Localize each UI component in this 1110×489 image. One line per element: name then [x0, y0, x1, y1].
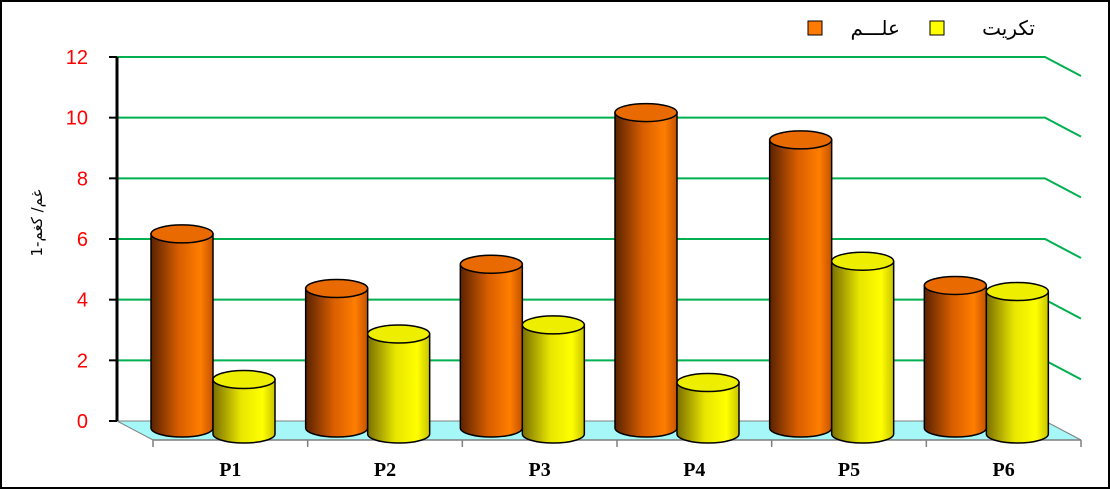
gridline	[117, 238, 1082, 259]
y-tick-label: 12	[66, 47, 88, 69]
bar-p4-series-1	[614, 102, 678, 438]
bar-p5-series-1	[768, 130, 833, 438]
bar-p1-series-2	[212, 369, 276, 444]
y-tick-label: 4	[77, 290, 88, 312]
bar-p1-series-1	[150, 224, 214, 438]
y-tick-label: 0	[77, 411, 88, 433]
svg-text:تكريت: تكريت	[982, 16, 1035, 40]
svg-text:علـــم: علـــم	[851, 16, 900, 40]
bar-p6-series-2	[985, 281, 1050, 444]
bar-p2-series-1	[304, 278, 369, 438]
y-tick-label: 10	[66, 108, 88, 130]
gridline	[117, 116, 1082, 138]
bar-p6-series-1	[923, 275, 988, 438]
bar-p3-series-1	[459, 254, 524, 438]
category-label-p5: P5	[838, 459, 860, 481]
category-label-p2: P2	[374, 459, 396, 481]
bar-p4-series-2	[676, 372, 740, 444]
bar-p2-series-2	[366, 324, 431, 444]
bar-p5-series-2	[830, 251, 895, 444]
category-label-p6: P6	[993, 459, 1015, 481]
gridline	[117, 177, 1082, 199]
y-tick-label: 6	[77, 229, 88, 251]
gridline	[117, 56, 1082, 77]
legend-item-series-2: تكريت	[929, 16, 1035, 40]
legend-item-series-1: علـــم	[807, 16, 900, 40]
bar-p3-series-2	[521, 315, 586, 444]
category-label-p3: P3	[529, 459, 551, 481]
category-label-p1: P1	[219, 459, 241, 481]
y-tick-label: 2	[77, 350, 88, 372]
y-axis-label: غم/ كغم-1	[28, 189, 46, 256]
category-label-p4: P4	[683, 459, 705, 481]
y-tick-label: 8	[77, 168, 88, 190]
